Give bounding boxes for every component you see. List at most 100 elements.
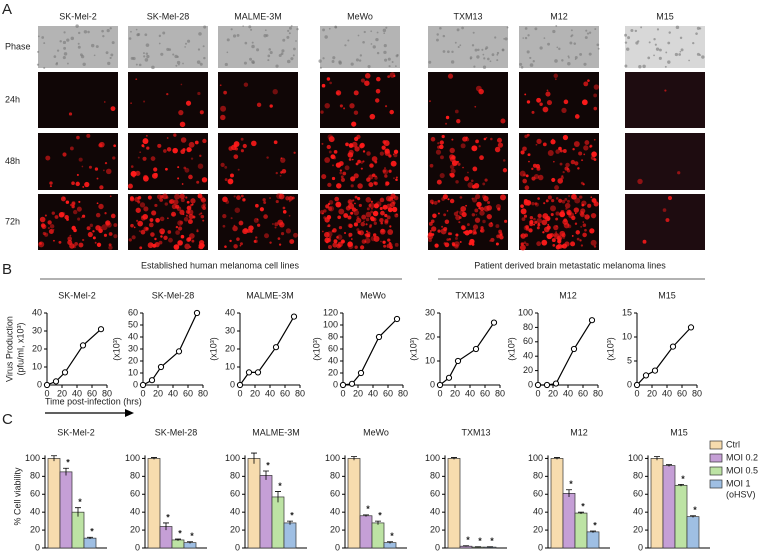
cell — [228, 146, 233, 151]
cell — [53, 55, 57, 58]
bar — [171, 539, 185, 549]
cell — [536, 138, 542, 145]
cell — [351, 121, 357, 127]
cell — [475, 139, 479, 144]
cell — [490, 222, 493, 224]
cell — [386, 243, 391, 248]
cell — [70, 146, 74, 151]
cell — [144, 33, 148, 37]
cell — [268, 48, 272, 51]
cell — [75, 24, 79, 28]
cell — [539, 102, 543, 107]
chart-title: SK-Mel-28 — [155, 427, 198, 437]
y-tick-label: 20 — [633, 524, 643, 534]
legend-swatch — [709, 453, 723, 463]
cell — [432, 213, 437, 218]
cell — [242, 228, 248, 235]
cell — [163, 149, 167, 153]
cell — [339, 104, 343, 108]
y-tick-label: 5 — [627, 355, 632, 365]
cell — [460, 206, 467, 212]
cell — [392, 153, 395, 156]
cell — [87, 30, 90, 34]
cell — [371, 207, 373, 210]
cell — [45, 155, 51, 161]
y-tick-label: 40 — [330, 507, 340, 517]
cell — [574, 212, 577, 215]
cell — [393, 74, 396, 78]
cell — [451, 138, 454, 141]
cell — [574, 56, 578, 59]
point — [43, 381, 51, 389]
x-tick-label: 0 — [340, 388, 345, 398]
cell — [543, 226, 550, 233]
cell — [653, 38, 656, 41]
cell — [457, 162, 461, 166]
cell — [320, 110, 324, 114]
cell — [82, 214, 86, 218]
bar — [259, 475, 273, 549]
cell — [383, 244, 387, 248]
cell — [203, 56, 206, 60]
cell — [524, 185, 530, 191]
cell — [437, 145, 441, 149]
cell — [132, 56, 136, 61]
legend-label: MOI 0.5 — [726, 465, 758, 475]
cell — [547, 195, 552, 200]
cell — [558, 198, 563, 203]
cell — [240, 242, 243, 246]
y-tick-label: 60 — [330, 489, 340, 499]
panel-label: B — [2, 261, 12, 278]
cell — [579, 212, 585, 218]
cell — [269, 241, 272, 244]
cell — [502, 168, 508, 173]
cell — [529, 215, 534, 220]
y-tick-label: 20 — [230, 524, 240, 534]
cell — [352, 199, 355, 202]
cell — [173, 199, 179, 205]
error-bar — [475, 546, 481, 548]
cell — [354, 202, 356, 205]
y-tick-label: 30 — [128, 343, 138, 353]
column-label: MeWo — [347, 11, 373, 21]
cell — [439, 144, 444, 150]
x-tick-label: 60 — [480, 388, 490, 398]
cell — [252, 61, 255, 64]
cell — [576, 237, 580, 241]
cell — [174, 193, 181, 200]
cell — [264, 29, 267, 32]
cell — [159, 198, 164, 202]
y-tick-label: 0 — [435, 542, 440, 552]
cell — [233, 195, 236, 198]
cell — [565, 162, 570, 168]
cell — [105, 221, 109, 225]
cell — [447, 73, 454, 79]
cell — [135, 170, 141, 176]
error-bar — [690, 515, 696, 518]
cell — [66, 62, 69, 65]
cell — [483, 57, 486, 60]
bar — [83, 537, 97, 549]
cell — [699, 54, 702, 56]
cell — [282, 206, 286, 210]
x-tick-label: 60 — [383, 388, 393, 398]
cell — [593, 245, 597, 248]
error-bar — [678, 484, 684, 487]
cell — [520, 66, 524, 69]
bar — [47, 458, 61, 549]
cell — [561, 107, 567, 114]
cell — [152, 243, 157, 248]
cell — [360, 245, 365, 250]
cell — [451, 50, 454, 54]
cell — [380, 221, 383, 225]
cell — [180, 234, 185, 239]
cell — [504, 37, 508, 41]
cell — [440, 155, 444, 160]
cell — [49, 224, 55, 229]
cell — [590, 196, 593, 199]
cell — [664, 65, 667, 68]
cell — [374, 181, 378, 186]
cell — [537, 174, 544, 181]
y-tick-label: 60 — [328, 343, 338, 353]
cell — [484, 178, 488, 182]
